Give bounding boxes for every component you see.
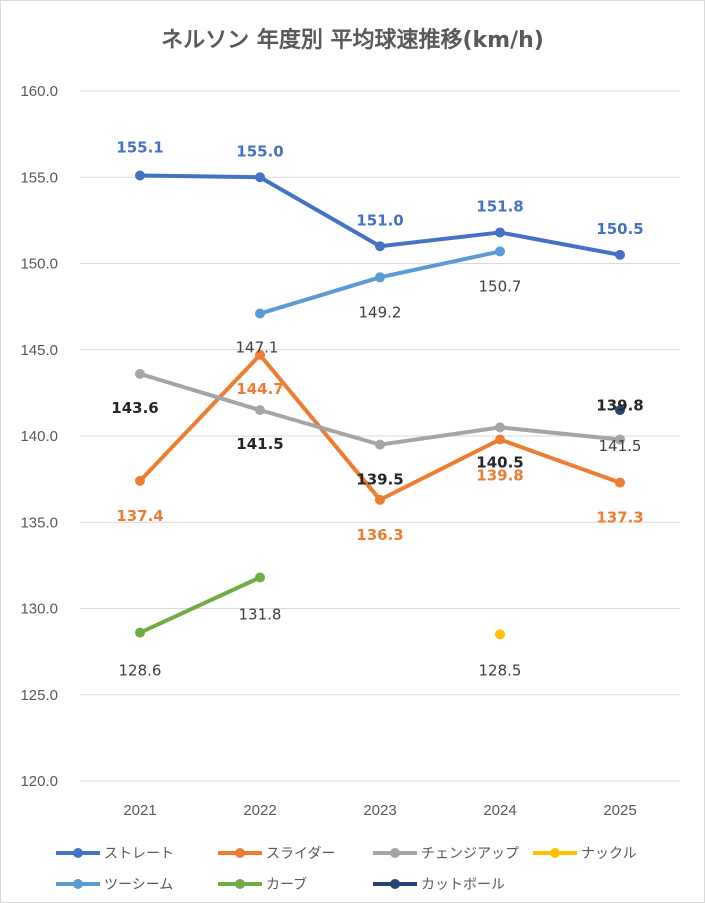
- data-point: [495, 434, 505, 445]
- y-tick-label: 150.0: [20, 256, 58, 273]
- y-axis-ticks: 120.0 125.0 130.0 135.0 140.0 145.0 150.0 155.0…: [20, 83, 58, 790]
- y-tick-label: 120.0: [20, 773, 58, 790]
- data-point: [255, 572, 265, 583]
- data-point: [375, 241, 385, 252]
- data-point: [135, 475, 145, 486]
- legend-item: カットボール: [373, 877, 505, 893]
- data-label: 150.7: [479, 277, 522, 295]
- legend-swatch-marker: [73, 879, 83, 889]
- legend-item: カーブ: [218, 876, 307, 893]
- x-axis-ticks: 2021 2022 2023 2024 2025: [123, 802, 636, 819]
- legend-label: チェンジアップ: [421, 846, 519, 862]
- y-tick-label: 160.0: [20, 83, 58, 100]
- data-label: 150.5: [596, 220, 643, 238]
- y-tick-label: 140.0: [20, 428, 58, 445]
- legend-item: ナックル: [533, 846, 637, 862]
- gridlines: [80, 90, 680, 782]
- y-tick-label: 145.0: [20, 342, 58, 359]
- legend-item: スライダー: [218, 846, 335, 862]
- data-point: [615, 249, 625, 260]
- data-label: 147.1: [236, 339, 279, 357]
- data-label: 139.8: [476, 466, 523, 484]
- data-label: 128.6: [119, 662, 162, 680]
- legend-item: チェンジアップ: [373, 846, 519, 862]
- data-label: 137.3: [596, 509, 643, 527]
- legend-item: ストレート: [56, 846, 174, 862]
- data-label: 140.5: [476, 453, 523, 471]
- data-point: [375, 494, 385, 505]
- data-point: [255, 172, 265, 183]
- legend-label: ナックル: [581, 846, 637, 862]
- data-point: [615, 434, 625, 445]
- data-point: [255, 405, 265, 416]
- chart-title: ネルソン 年度別 平均球速推移(km/h): [161, 28, 544, 53]
- data-label: 141.5: [236, 435, 283, 453]
- legend-item: ツーシーム: [56, 877, 173, 893]
- data-point: [135, 627, 145, 638]
- data-point: [375, 439, 385, 450]
- data-label: 139.8: [596, 396, 643, 414]
- data-label: 128.5: [479, 661, 522, 679]
- y-tick-label: 125.0: [20, 687, 58, 704]
- data-point: [495, 246, 505, 257]
- legend-label: ツーシーム: [104, 877, 173, 893]
- data-point: [255, 349, 265, 360]
- series-line: [138, 575, 262, 635]
- y-tick-label: 155.0: [20, 169, 58, 186]
- legend-swatch-marker: [235, 848, 245, 858]
- data-label: 151.8: [476, 197, 523, 215]
- legend-label: カットボール: [421, 877, 505, 893]
- data-point: [495, 422, 505, 433]
- data-point: [615, 405, 625, 416]
- x-tick-label: 2022: [243, 802, 276, 819]
- data-label: 141.5: [599, 437, 642, 455]
- data-label: 139.5: [356, 471, 403, 489]
- data-label: 155.0: [236, 142, 283, 160]
- legend-swatch-marker: [390, 879, 400, 889]
- x-tick-label: 2021: [123, 802, 156, 819]
- data-label: 143.6: [111, 399, 158, 417]
- data-point: [495, 227, 505, 238]
- data-labels: 155.1 155.0 151.0 151.8 150.5 137.4 144.7 136.3…: [111, 139, 643, 680]
- data-point: [135, 170, 145, 181]
- data-label: 144.7: [236, 380, 283, 398]
- legend-label: カーブ: [266, 876, 307, 893]
- data-label: 131.8: [239, 605, 282, 623]
- y-tick-label: 135.0: [20, 514, 58, 531]
- legend-label: ストレート: [104, 846, 174, 862]
- x-tick-label: 2023: [363, 802, 396, 819]
- y-tick-label: 130.0: [20, 601, 58, 618]
- legend-swatch-marker: [73, 848, 83, 858]
- data-label: 137.4: [116, 507, 163, 525]
- legend-swatch-marker: [550, 848, 560, 858]
- x-tick-label: 2024: [483, 802, 516, 819]
- data-point: [255, 308, 265, 319]
- series-line: [138, 371, 622, 447]
- x-tick-label: 2025: [603, 802, 636, 819]
- data-point: [615, 477, 625, 488]
- legend-swatch-marker: [390, 848, 400, 858]
- series-lines: [135, 170, 625, 640]
- data-point: [135, 368, 145, 379]
- data-label: 149.2: [359, 303, 402, 321]
- data-point: [495, 629, 505, 640]
- data-label: 155.1: [116, 139, 163, 157]
- legend-swatch-marker: [235, 879, 245, 889]
- data-label: 151.0: [356, 211, 403, 229]
- legend-label: スライダー: [266, 846, 335, 862]
- data-point: [375, 272, 385, 283]
- data-label: 136.3: [356, 526, 403, 544]
